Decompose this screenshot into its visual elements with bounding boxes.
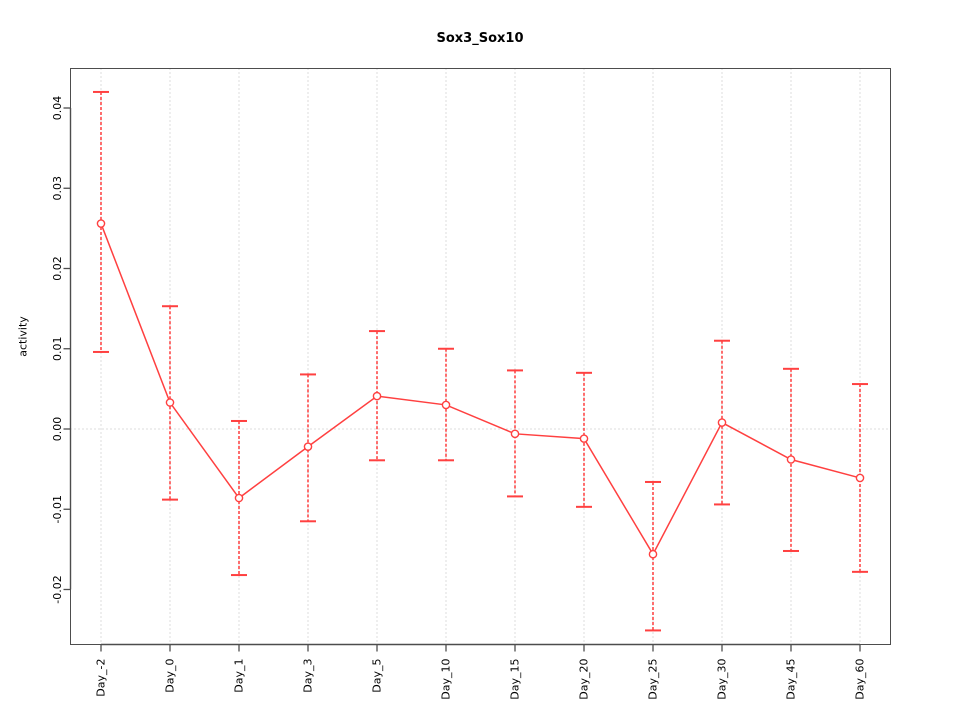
x-axis-tick-label: Day_0 xyxy=(164,659,177,693)
x-axis: Day_-2 Day_0 Day_1 Day_3 Day_5 Day_10 Day_15 Da… xyxy=(95,643,867,700)
data-point-marker xyxy=(234,493,244,503)
data-point-markers xyxy=(96,219,865,559)
data-point-marker xyxy=(648,549,658,559)
data-point-marker xyxy=(165,398,175,407)
y-axis: 0.04 0.03 0.02 0.01 0.00 -0.01 -0.02 xyxy=(51,96,72,604)
data-point-marker xyxy=(855,473,865,483)
y-axis-tick-label: 0.03 xyxy=(51,176,64,201)
data-point-marker xyxy=(96,219,106,228)
x-axis-tick-label: Day_5 xyxy=(371,659,384,693)
x-axis-tick-label: Day_15 xyxy=(509,658,522,699)
x-axis-tick-label: Day_30 xyxy=(716,658,729,699)
series-polyline xyxy=(100,223,861,556)
gridlines-group xyxy=(70,68,891,645)
x-axis-tick-label: Day_-2 xyxy=(95,659,108,697)
data-point-marker xyxy=(441,400,451,410)
y-axis-tick-label: 0.00 xyxy=(51,417,64,442)
x-axis-tick-label: Day_3 xyxy=(302,659,315,693)
data-point-marker xyxy=(510,429,520,439)
x-axis-tick-label: Day_25 xyxy=(647,658,660,699)
x-axis-tick-label: Day_20 xyxy=(578,658,591,699)
y-axis-tick-label: -0.01 xyxy=(51,495,64,523)
x-axis-tick-label: Day_45 xyxy=(785,658,798,699)
x-axis-tick-label: Day_60 xyxy=(854,658,867,699)
y-axis-tick-label: 0.01 xyxy=(51,337,64,362)
data-point-marker xyxy=(717,418,727,427)
data-point-marker xyxy=(372,391,382,401)
y-axis-tick-label: -0.02 xyxy=(51,575,64,603)
series-line xyxy=(100,223,861,556)
error-bars-group xyxy=(93,90,868,632)
data-point-marker xyxy=(303,442,313,451)
chart-title: Sox3_Sox10 xyxy=(436,31,524,46)
y-axis-tick-label: 0.04 xyxy=(51,96,64,121)
data-point-marker xyxy=(579,434,589,443)
data-point-marker xyxy=(786,455,796,464)
x-axis-tick-label: Day_1 xyxy=(233,659,246,693)
x-axis-tick-label: Day_10 xyxy=(440,658,453,699)
plot-frame xyxy=(70,68,891,645)
y-axis-tick-label: 0.02 xyxy=(51,256,64,281)
